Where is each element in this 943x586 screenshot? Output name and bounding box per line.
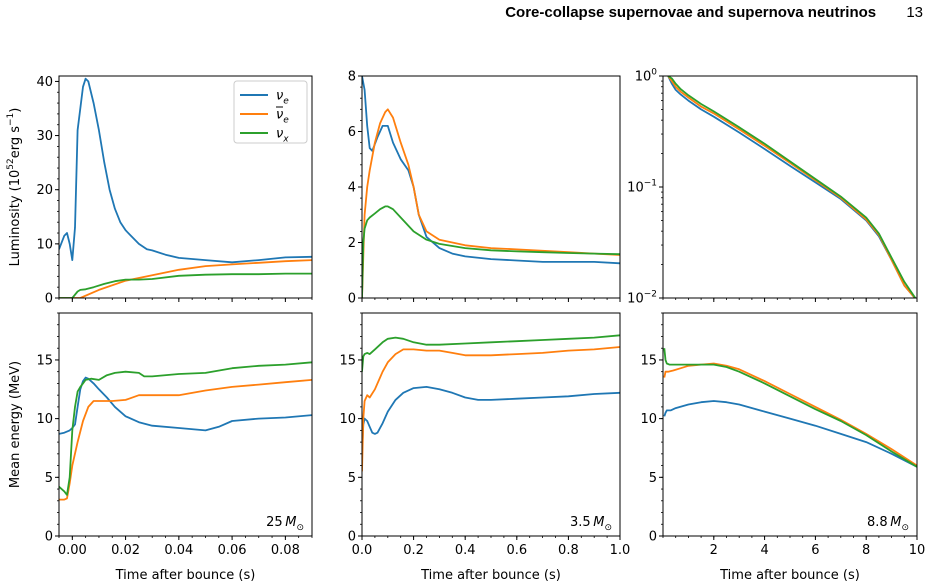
axes-frame	[361, 312, 621, 537]
mass-annotation: 3.5 M⊙	[570, 515, 612, 533]
series-line-nubar_e	[667, 76, 917, 298]
x-tick-label: 0.6	[506, 543, 527, 558]
y-tick-label: 0	[649, 530, 657, 545]
series-line-nubar_e	[663, 362, 917, 467]
y-tick-label: 5	[45, 471, 53, 486]
page-header: Core-collapse supernovae and supernova n…	[505, 4, 923, 21]
y-tick-label: 10	[36, 237, 53, 252]
panel-energy-3.5: 0 5 10 15 0.0 0.2 0.4 0.6 0.8 1.0 Time after bounc…	[339, 312, 631, 583]
series-line-nu_e	[362, 76, 620, 265]
x-tick-label: 10	[909, 543, 926, 558]
header-title: Core-collapse supernovae and supernova n…	[505, 4, 877, 21]
x-tick-label: 0.02	[111, 543, 140, 558]
axes-frame	[58, 75, 313, 299]
x-tick-label: 2	[710, 543, 718, 558]
series-group	[362, 76, 620, 298]
x-tick-label: 0.04	[164, 543, 193, 558]
panel-luminosity-3.5: 0 2 4 6 8	[348, 70, 621, 307]
series-line-nubar_e	[59, 379, 312, 501]
series-line-nubar_e	[362, 108, 620, 298]
x-tick-label: 0.00	[58, 543, 87, 558]
x-tick-label: 4	[760, 543, 768, 558]
x-axis-label: Time after bounce (s)	[115, 568, 256, 583]
y-tick-label: 0	[45, 530, 53, 545]
y-tick-label: 0	[348, 530, 356, 545]
y-tick-label: 100	[635, 68, 658, 85]
panel-energy-8.8: 0 5 10 15 2 4 6 8 10 Time after bounce (s) 8.8 M⊙	[640, 312, 926, 583]
x-tick-label: 6	[811, 543, 819, 558]
y-tick-label: 5	[348, 471, 356, 486]
series-line-nubar_e	[59, 259, 312, 298]
series-line-nubar_e	[362, 346, 620, 472]
axes-frame	[58, 312, 313, 537]
series-group	[362, 334, 620, 472]
y-tick-label: 10	[640, 412, 657, 427]
y-tick-label: 10−2	[627, 290, 657, 307]
mass-annotation: 8.8 M⊙	[867, 515, 909, 533]
y-tick-label: 10	[36, 412, 53, 427]
series-line-nu_x	[362, 334, 620, 372]
x-tick-label: 1.0	[610, 543, 631, 558]
y-tick-label: 10−1	[627, 179, 657, 196]
y-tick-label: 15	[339, 353, 356, 368]
series-line-nu_e	[59, 376, 312, 435]
y-tick-label: 15	[36, 353, 53, 368]
series-line-nu_x	[667, 76, 917, 298]
y-tick-label: 0	[45, 292, 53, 307]
y-tick-label: 40	[36, 75, 53, 90]
y-tick-label: 15	[640, 353, 657, 368]
x-tick-label: 0.0	[352, 543, 373, 558]
y-axis-label: Mean energy (MeV)	[8, 361, 23, 488]
y-tick-label: 30	[36, 129, 53, 144]
x-axis-label: Time after bounce (s)	[719, 568, 860, 583]
x-tick-label: 8	[862, 543, 870, 558]
x-tick-label: 0.8	[558, 543, 579, 558]
legend-label: νe	[276, 108, 289, 126]
y-tick-label: 0	[348, 292, 356, 307]
x-tick-label: 0.06	[218, 543, 247, 558]
series-line-nu_e	[362, 385, 620, 454]
page-number: 13	[906, 4, 923, 21]
series-line-nu_e	[663, 400, 917, 468]
panel-luminosity-8.8: 10−2 10−1 100	[627, 68, 918, 307]
legend-box	[233, 80, 308, 144]
y-tick-label: 5	[649, 471, 657, 486]
x-tick-label: 0.4	[455, 543, 476, 558]
y-tick-label: 4	[348, 181, 356, 196]
x-tick-label: 0.08	[271, 543, 300, 558]
y-tick-label: 20	[36, 183, 53, 198]
series-group	[59, 361, 312, 501]
legend-label: νe	[276, 89, 289, 107]
x-tick-label: 0.2	[403, 543, 424, 558]
series-group	[663, 348, 917, 468]
mass-annotation: 25 M⊙	[266, 515, 304, 533]
axes-frame	[662, 312, 918, 537]
legend-label: νx	[276, 127, 289, 145]
panel-energy-25: 0 5 10 15 0.00 0.02 0.04 0.06 0.08 Time after bou…	[8, 312, 313, 583]
y-tick-label: 6	[348, 125, 356, 140]
series-line-nu_x	[59, 272, 312, 298]
series-line-nu_x	[59, 361, 312, 496]
x-axis-label: Time after bounce (s)	[420, 568, 561, 583]
y-tick-label: 10	[339, 412, 356, 427]
series-line-nu_x	[362, 205, 620, 298]
y-tick-label: 8	[348, 70, 356, 85]
series-group	[59, 77, 312, 298]
y-tick-label: 2	[348, 236, 356, 251]
series-group	[667, 76, 917, 298]
series-line-nu_e	[59, 77, 312, 264]
axes-frame	[361, 75, 621, 299]
series-line-nu_x	[663, 348, 917, 468]
y-axis-label: Luminosity (1052erg s−1)	[6, 108, 23, 267]
